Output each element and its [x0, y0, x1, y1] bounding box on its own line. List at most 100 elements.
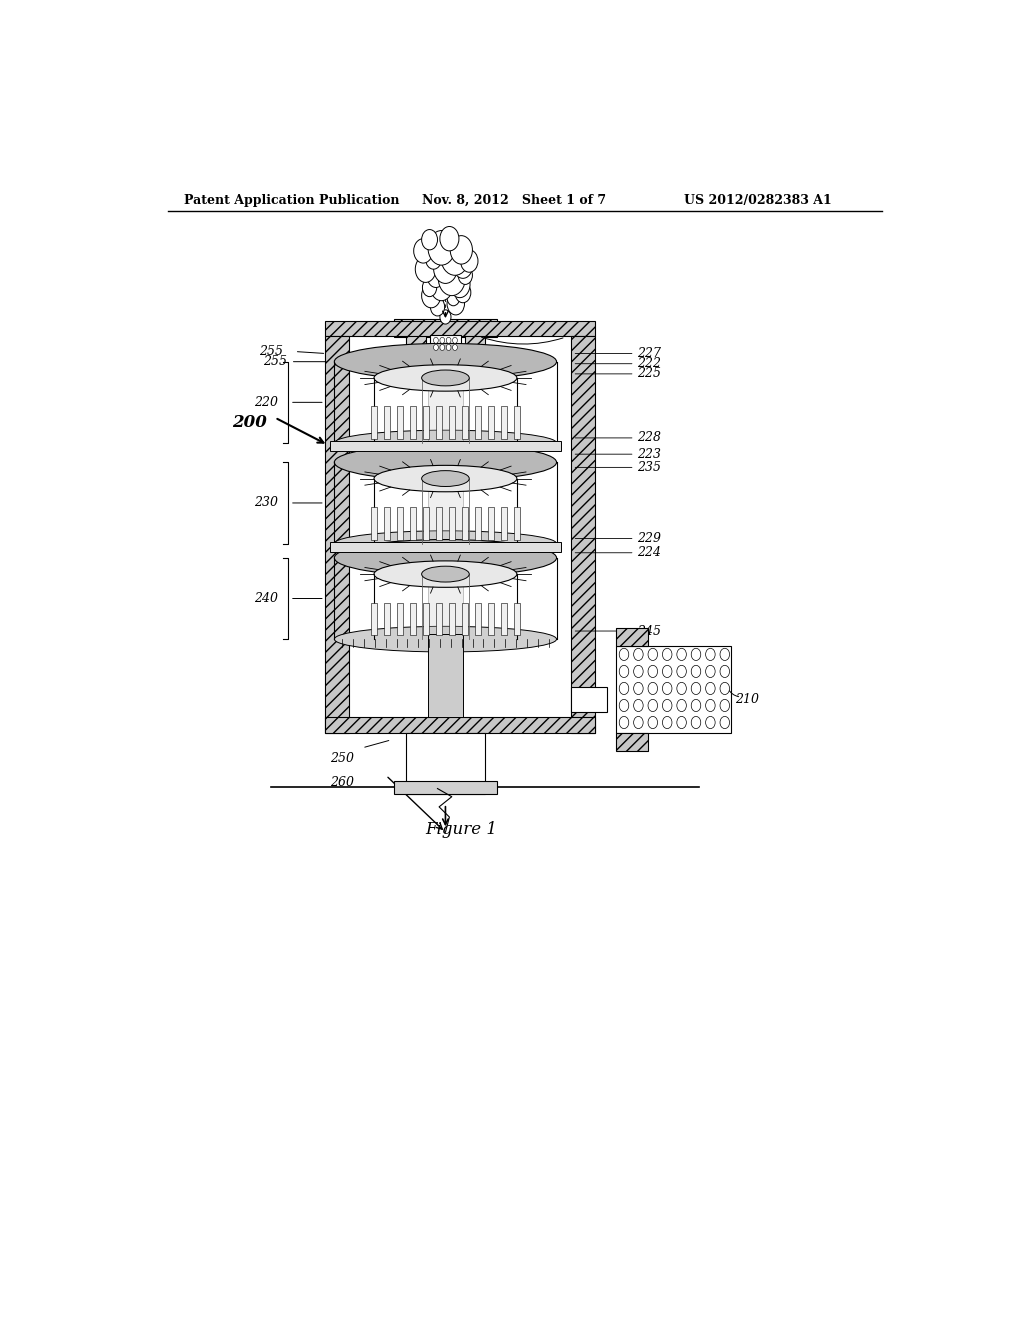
Bar	[436, 602, 442, 635]
Circle shape	[691, 717, 700, 729]
Bar	[616, 647, 731, 733]
Circle shape	[440, 310, 451, 325]
Circle shape	[453, 345, 458, 351]
Circle shape	[634, 648, 643, 660]
Text: 229: 229	[575, 532, 662, 545]
Bar	[462, 407, 468, 440]
Text: 224: 224	[575, 546, 662, 560]
Circle shape	[663, 717, 672, 729]
Text: Figure 1: Figure 1	[425, 821, 498, 838]
Ellipse shape	[334, 540, 557, 576]
Bar	[570, 337, 595, 733]
Circle shape	[422, 230, 437, 249]
Bar	[475, 602, 481, 635]
Bar	[449, 602, 455, 635]
Circle shape	[440, 239, 469, 276]
Circle shape	[430, 272, 453, 301]
Circle shape	[663, 682, 672, 694]
Bar	[428, 356, 463, 644]
Circle shape	[461, 249, 478, 272]
Ellipse shape	[334, 627, 557, 652]
Circle shape	[454, 253, 472, 279]
Circle shape	[620, 665, 629, 677]
Text: 223: 223	[575, 447, 662, 461]
Circle shape	[634, 717, 643, 729]
Circle shape	[677, 665, 686, 677]
Bar	[430, 335, 461, 354]
Bar	[487, 507, 494, 540]
Text: 228: 228	[575, 432, 662, 445]
Bar	[514, 407, 520, 440]
Circle shape	[440, 227, 459, 251]
Bar	[406, 733, 485, 793]
Bar	[423, 602, 429, 635]
Bar	[406, 335, 426, 355]
Circle shape	[691, 700, 700, 711]
Circle shape	[677, 700, 686, 711]
Circle shape	[620, 682, 629, 694]
Circle shape	[720, 700, 729, 711]
Circle shape	[447, 289, 460, 306]
Bar	[397, 602, 403, 635]
Circle shape	[447, 293, 465, 315]
Bar	[371, 507, 377, 540]
Bar	[397, 507, 403, 540]
Circle shape	[634, 700, 643, 711]
Circle shape	[446, 345, 451, 351]
Circle shape	[427, 265, 444, 288]
Ellipse shape	[334, 430, 557, 455]
Bar	[514, 507, 520, 540]
Text: 245: 245	[575, 624, 662, 638]
Bar	[371, 407, 377, 440]
Bar	[436, 407, 442, 440]
Bar	[423, 507, 429, 540]
Ellipse shape	[422, 471, 469, 487]
Circle shape	[634, 682, 643, 694]
Ellipse shape	[422, 370, 469, 385]
Circle shape	[428, 231, 455, 265]
Bar	[465, 335, 485, 355]
Ellipse shape	[374, 561, 517, 587]
Bar	[514, 602, 520, 635]
Text: 235: 235	[575, 461, 662, 474]
Text: 240: 240	[254, 591, 278, 605]
Text: Nov. 8, 2012   Sheet 1 of 7: Nov. 8, 2012 Sheet 1 of 7	[422, 194, 606, 207]
Text: 255: 255	[263, 355, 287, 368]
Circle shape	[620, 717, 629, 729]
Bar	[384, 507, 390, 540]
Circle shape	[438, 261, 465, 296]
Bar	[410, 602, 416, 635]
Text: 205: 205	[481, 325, 593, 345]
Circle shape	[450, 271, 470, 297]
Circle shape	[720, 648, 729, 660]
Circle shape	[691, 648, 700, 660]
Circle shape	[677, 682, 686, 694]
Bar	[449, 407, 455, 440]
Bar	[384, 602, 390, 635]
Circle shape	[458, 267, 472, 284]
Ellipse shape	[334, 343, 557, 380]
Bar	[325, 337, 348, 733]
Circle shape	[706, 700, 715, 711]
Bar	[501, 407, 507, 440]
Bar	[410, 507, 416, 540]
Bar	[331, 541, 560, 552]
Circle shape	[440, 338, 444, 343]
Circle shape	[706, 717, 715, 729]
Circle shape	[706, 682, 715, 694]
Circle shape	[426, 249, 441, 269]
Circle shape	[416, 256, 436, 282]
Circle shape	[663, 648, 672, 660]
Bar	[616, 733, 648, 751]
Circle shape	[440, 345, 444, 351]
Bar	[397, 407, 403, 440]
Circle shape	[648, 665, 657, 677]
Circle shape	[430, 297, 444, 315]
Ellipse shape	[334, 444, 557, 480]
Circle shape	[634, 665, 643, 677]
Text: 200: 200	[232, 414, 267, 432]
Text: 265: 265	[460, 752, 483, 766]
Circle shape	[451, 236, 472, 264]
Circle shape	[720, 682, 729, 694]
Text: Patent Application Publication: Patent Application Publication	[183, 194, 399, 207]
